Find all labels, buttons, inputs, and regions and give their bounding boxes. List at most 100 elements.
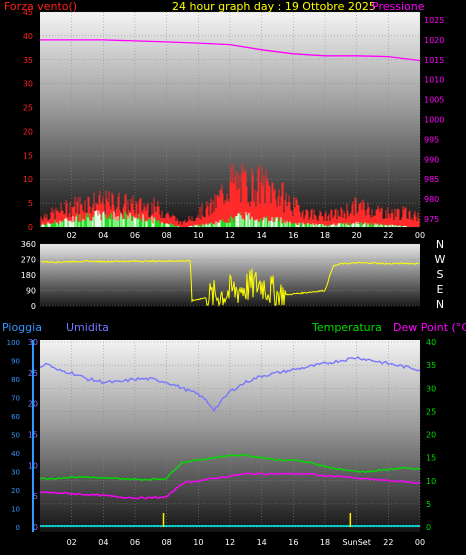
- temp-humidity-panel: 0 10 20 30 40 50 60 70 80 90 100 0 5 10 15 20 25 30 0 5 10…: [2, 321, 466, 547]
- temperature-y-tick: 5: [426, 500, 431, 509]
- pressure-series: [40, 39, 421, 62]
- pressure-y-tick: 990: [424, 155, 439, 164]
- temp-x-tick: 18: [320, 538, 330, 547]
- humidity-label: Umidita: [66, 321, 109, 334]
- wind-y-tick: 30: [23, 80, 33, 89]
- temp-x-ticks: 02 04 06 08 10 12 14 16 18 SunSet 22 00: [67, 538, 426, 547]
- pressure-axis-label: Pressione: [372, 0, 425, 13]
- rain-y-tick: 100: [7, 339, 20, 347]
- pressure-y-tick: 1025: [424, 16, 444, 25]
- pressure-y-tick: 975: [424, 215, 439, 224]
- humidity-y-tick: 5: [33, 492, 38, 501]
- pressure-y-tick: 995: [424, 135, 439, 144]
- temperature-y-tick: 25: [426, 407, 436, 416]
- pressure-y-tick: 985: [424, 175, 439, 184]
- temp-x-tick: 00: [415, 538, 425, 547]
- compass-label: W: [435, 253, 446, 266]
- pressure-y-tick: 1000: [424, 116, 444, 125]
- event-markers: [162, 513, 352, 527]
- temp-x-tick: 16: [288, 538, 298, 547]
- wind-y-tick: 40: [23, 32, 33, 41]
- wind-y-tick: 10: [23, 175, 33, 184]
- wind-x-tick: 08: [162, 231, 172, 240]
- wind-avg-series: [40, 210, 408, 227]
- direction-line: [40, 259, 420, 308]
- compass-label: N: [436, 298, 444, 311]
- temp-x-tick: 02: [67, 538, 77, 547]
- temperature-y-tick: 15: [426, 454, 436, 463]
- wind-y-tick: 25: [23, 104, 33, 113]
- rain-y-tick: 40: [11, 450, 20, 458]
- direction-y-tick: 360: [21, 240, 36, 249]
- pressure-y-tick: 1015: [424, 56, 444, 65]
- temperature-y-tick: 20: [426, 431, 436, 440]
- wind-x-tick: 00: [415, 231, 425, 240]
- rain-y-tick: 10: [11, 506, 20, 514]
- direction-y-tick: 0: [31, 302, 36, 311]
- direction-y-tick: 180: [21, 271, 36, 280]
- rain-y-tick: 30: [11, 469, 20, 477]
- wind-x-ticks: 02 04 06 08 10 12 14 16 18 20 22 00: [67, 231, 426, 240]
- wind-x-tick: 22: [383, 231, 393, 240]
- temperature-y-tick: 40: [426, 338, 436, 347]
- pressure-y-tick: 980: [424, 195, 439, 204]
- temp-x-tick: 06: [130, 538, 140, 547]
- temperature-label: Temperatura: [311, 321, 382, 334]
- compass-label: N: [436, 238, 444, 251]
- wind-x-tick: 06: [130, 231, 140, 240]
- compass-label: E: [437, 283, 444, 296]
- wind-x-tick: 12: [225, 231, 235, 240]
- rain-y-tick: 70: [11, 395, 20, 403]
- wind-y-tick: 20: [23, 127, 33, 136]
- pressure-line: [40, 39, 421, 62]
- temp-x-tick: 08: [162, 538, 172, 547]
- dew-point-label: Dew Point (°C): [393, 321, 466, 334]
- temp-x-tick: SunSet: [342, 538, 370, 547]
- wind-x-tick: 14: [257, 231, 267, 240]
- dew-point-series: [39, 472, 421, 500]
- wind-axis-label: Forza vento(): [4, 0, 77, 13]
- wind-y-tick: 15: [23, 151, 33, 160]
- pressure-y-tick: 1020: [424, 36, 444, 45]
- direction-series: [40, 259, 420, 308]
- wind-y-ticks: 0 5 10 15 20 25 30 35 40 45: [23, 8, 33, 232]
- humidity-y-tick: 0: [33, 523, 38, 532]
- compass-label: S: [437, 268, 444, 281]
- temperature-series: [39, 453, 421, 481]
- humidity-line: [39, 356, 421, 413]
- temp-x-tick: 12: [225, 538, 235, 547]
- temperature-y-tick: 30: [426, 384, 436, 393]
- temp-x-tick: 10: [193, 538, 203, 547]
- temp-x-tick: 22: [383, 538, 393, 547]
- wind-x-tick: 20: [352, 231, 362, 240]
- rain-y-tick: 60: [11, 413, 20, 421]
- wind-y-tick: 45: [23, 8, 33, 17]
- direction-y-tick: 270: [21, 256, 36, 265]
- temperature-y-tick: 0: [426, 523, 431, 532]
- humidity-series: [39, 356, 421, 413]
- wind-x-tick: 18: [320, 231, 330, 240]
- pressure-y-tick: 1010: [424, 76, 444, 85]
- temperature-y-ticks: 0 5 10 15 20 25 30 35 40: [426, 338, 436, 532]
- wind-x-tick: 16: [288, 231, 298, 240]
- chart-title: 24 hour graph day : 19 Ottobre 2025: [172, 0, 376, 13]
- rain-y-ticks: 0 10 20 30 40 50 60 70 80 90 100: [7, 339, 20, 532]
- rain-y-tick: 90: [11, 358, 20, 366]
- temp-x-tick: 14: [257, 538, 267, 547]
- wind-x-tick: 10: [193, 231, 203, 240]
- wind-x-tick: 02: [67, 231, 77, 240]
- temperature-line: [39, 453, 421, 481]
- dew-point-line: [39, 472, 421, 500]
- pressure-y-tick: 1005: [424, 96, 444, 105]
- wind-x-tick: 04: [98, 231, 108, 240]
- rain-label: Pioggia: [2, 321, 42, 334]
- direction-y-ticks: 360 270 180 90 0: [21, 240, 36, 311]
- direction-y-tick: 90: [26, 287, 36, 296]
- temperature-y-tick: 35: [426, 361, 436, 370]
- wind-y-tick: 35: [23, 56, 33, 65]
- rain-y-tick: 0: [16, 524, 20, 532]
